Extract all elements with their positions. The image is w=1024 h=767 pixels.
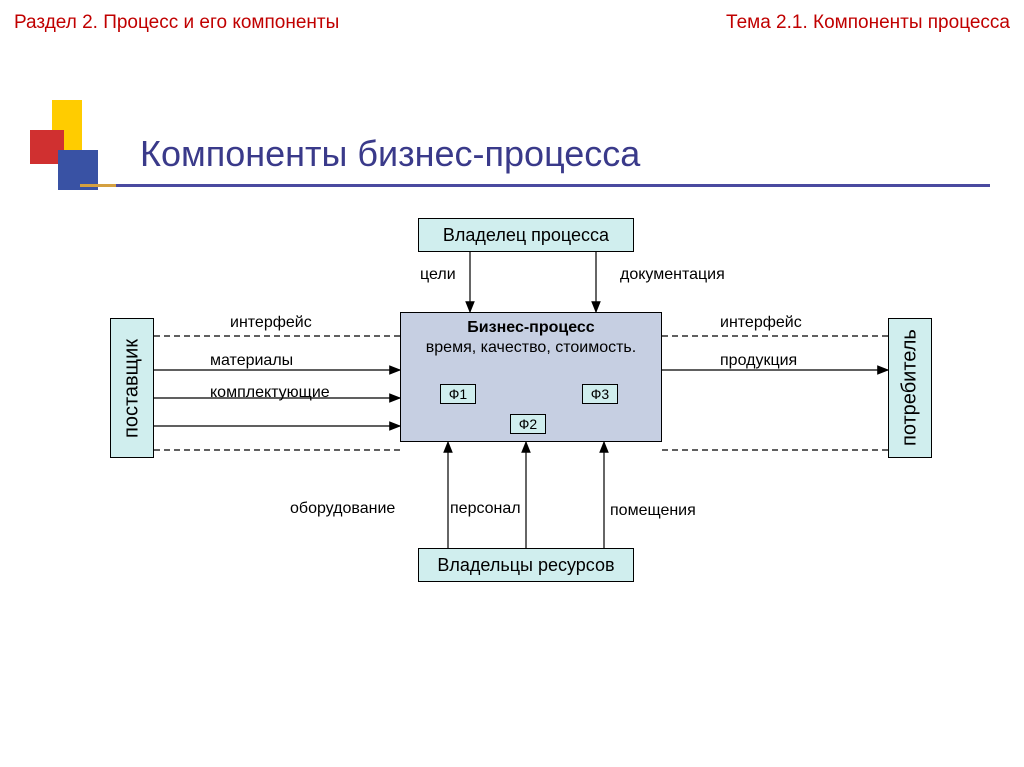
label-product: продукция [720, 352, 797, 370]
label-premises: помещения [610, 502, 696, 520]
label-docs: документация [620, 266, 725, 284]
label-personnel: персонал [450, 500, 521, 518]
label-materials: материалы [210, 352, 293, 370]
resources-box: Владельцы ресурсов [418, 548, 634, 582]
supplier-box: поставщик [110, 318, 154, 458]
title-underline [80, 184, 990, 187]
label-iface-right: интерфейс [720, 314, 802, 332]
header-right: Тема 2.1. Компоненты процесса [726, 12, 1010, 34]
consumer-box: потребитель [888, 318, 932, 458]
f2-box: Ф2 [510, 414, 546, 434]
page-title: Компоненты бизнес-процесса [140, 133, 640, 175]
center-sub: время, качество, стоимость. [401, 339, 661, 357]
label-equipment: оборудование [290, 500, 395, 518]
label-components: комплектующие [210, 384, 330, 402]
label-iface-left: интерфейс [230, 314, 312, 332]
owner-box: Владелец процесса [418, 218, 634, 252]
label-goals: цели [420, 266, 456, 284]
f3-box: Ф3 [582, 384, 618, 404]
header-left: Раздел 2. Процесс и его компоненты [14, 12, 339, 34]
center-title: Бизнес-процесс [401, 319, 661, 337]
f1-box: Ф1 [440, 384, 476, 404]
diagram-area: Владелец процесса поставщик потребитель … [100, 218, 930, 618]
